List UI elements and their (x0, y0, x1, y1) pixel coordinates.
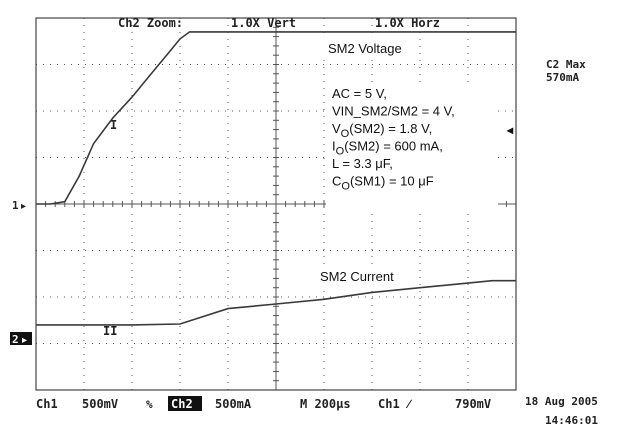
condition-line: AC = 5 V, (332, 86, 387, 101)
condition-line: IO(SM2) = 600 mA, (332, 139, 443, 158)
trigger-source: Ch1 (378, 397, 400, 411)
ch2-label: Ch2 (171, 397, 193, 411)
ch1-coupling: % (146, 398, 153, 411)
trigger-slope: ∕ (405, 397, 413, 411)
timebase: M 200μs (300, 397, 351, 411)
vert-zoom-label: 1.0X Vert (231, 16, 296, 30)
test-conditions: AC = 5 V, VIN_SM2/SM2 = 4 V, VO(SM2) = 1.8… (332, 86, 455, 193)
current-title-bg (314, 266, 412, 286)
ch1-ground-arrow: ▸ (21, 201, 26, 212)
ch2-scale: 500mA (215, 397, 252, 411)
ch2-label-bg (168, 396, 202, 411)
sm2-voltage-trace (36, 31, 516, 205)
voltage-title: SM2 Voltage (328, 41, 402, 56)
capture-time: 14:46:01 (545, 414, 598, 427)
condition-line: VO(SM2) = 1.8 V, (332, 121, 432, 140)
trace2-tag: II (103, 324, 117, 338)
ch2-ground-marker: 2 (12, 333, 19, 346)
ch2-ground-marker-box (10, 332, 32, 345)
condition-line: L = 3.3 μF, (332, 156, 393, 171)
measurement-value: 570mA (546, 71, 579, 84)
condition-line: VIN_SM2/SM2 = 4 V, (332, 104, 455, 119)
trigger-position-arrow: ◂ (506, 123, 514, 137)
conditions-bg (326, 82, 498, 212)
trace1-tag: I (110, 118, 117, 132)
current-title: SM2 Current (320, 269, 394, 284)
voltage-title-bg (322, 38, 418, 58)
zoom-label: Ch2 Zoom: (118, 16, 183, 30)
capture-date: 18 Aug 2005 (525, 395, 598, 408)
horz-zoom-label: 1.0X Horz (375, 16, 440, 30)
ch1-ground-marker: 1 (12, 199, 19, 212)
condition-line: CO(SM1) = 10 μF (332, 174, 434, 193)
ch1-label: Ch1 (36, 397, 58, 411)
measurement-label: C2 Max (546, 58, 586, 71)
trigger-level: 790mV (455, 397, 491, 411)
ch1-scale: 500mV (82, 397, 118, 411)
sm2-current-trace (36, 279, 516, 326)
ch2-ground-arrow: ▸ (22, 335, 27, 346)
